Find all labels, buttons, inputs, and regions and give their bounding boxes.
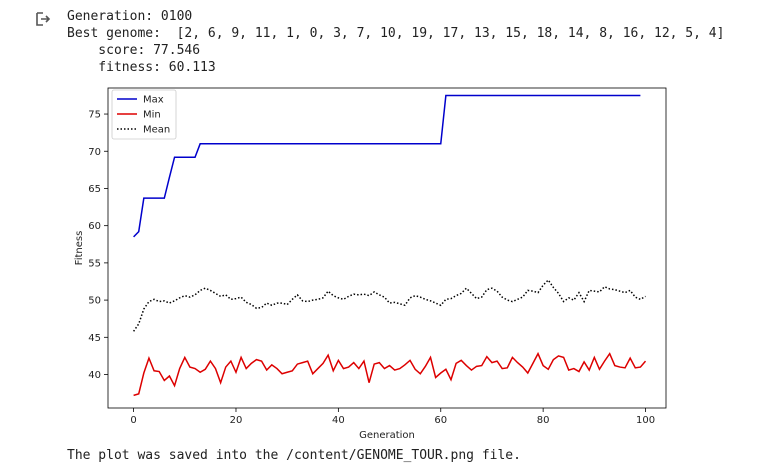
legend-label-max: Max [143, 95, 164, 106]
output-arrow-icon [36, 12, 51, 26]
generation-text: Generation: 0100 [67, 9, 193, 24]
y-tick-label: 65 [88, 184, 101, 195]
y-tick-label: 70 [88, 147, 101, 158]
series-line-min [133, 351, 647, 397]
legend-label-mean: Mean [143, 125, 170, 136]
y-tick-label: 45 [88, 333, 101, 344]
series-line-mean [132, 278, 646, 332]
x-axis-label: Generation [359, 430, 415, 441]
y-tick-label: 55 [88, 258, 101, 269]
x-tick-label: 80 [537, 415, 550, 426]
plot-frame [107, 87, 667, 409]
x-tick-label: 60 [434, 415, 447, 426]
y-tick-label: 40 [88, 370, 101, 381]
fitness-text: fitness: 60.113 [67, 60, 216, 75]
series-line-max [133, 94, 641, 238]
y-tick-label: 50 [88, 296, 101, 307]
legend-label-min: Min [143, 110, 161, 121]
x-tick-label: 20 [230, 415, 243, 426]
y-tick-label: 60 [88, 221, 101, 232]
legend-box [111, 89, 177, 140]
best-genome-text: Best genome: [2, 6, 9, 11, 1, 0, 3, 7, 1… [67, 26, 725, 41]
x-tick-label: 40 [332, 415, 345, 426]
saved-message: The plot was saved into the /content/GEN… [67, 448, 521, 463]
x-tick-label: 0 [130, 415, 136, 426]
y-axis-label: Fitness [74, 231, 85, 266]
y-tick-label: 75 [88, 110, 101, 121]
score-text: score: 77.546 [67, 43, 201, 58]
x-tick-label: 100 [636, 415, 655, 426]
